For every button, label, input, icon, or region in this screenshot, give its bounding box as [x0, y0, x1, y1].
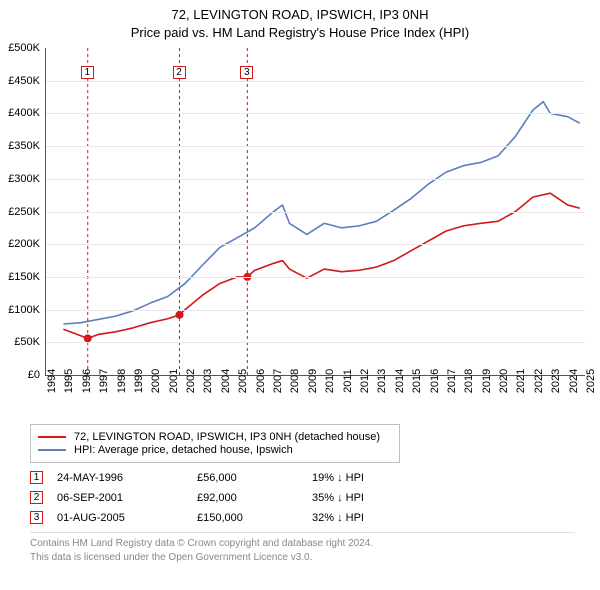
event-dot: [176, 311, 184, 319]
event-list: 124-MAY-1996£56,00019% ↓ HPI 206-SEP-2001…: [30, 471, 575, 524]
event-row-marker: 2: [30, 491, 43, 504]
x-tick-label: 2000: [150, 369, 162, 393]
x-tick-label: 1996: [81, 369, 93, 393]
legend-swatch: [38, 449, 66, 451]
event-price: £92,000: [197, 492, 312, 504]
event-row: 124-MAY-1996£56,00019% ↓ HPI: [30, 471, 575, 484]
legend-label: 72, LEVINGTON ROAD, IPSWICH, IP3 0NH (de…: [74, 431, 380, 443]
x-tick-label: 1994: [46, 369, 58, 393]
x-tick-label: 2004: [220, 369, 232, 393]
y-gridline: [46, 179, 585, 180]
y-gridline: [46, 244, 585, 245]
event-date: 06-SEP-2001: [43, 492, 197, 504]
x-tick-label: 2025: [585, 369, 597, 393]
y-gridline: [46, 212, 585, 213]
y-tick-label: £400K: [8, 107, 40, 119]
legend-item: HPI: Average price, detached house, Ipsw…: [38, 444, 392, 456]
y-tick-label: £200K: [8, 238, 40, 250]
x-tick-label: 2006: [255, 369, 267, 393]
y-tick-label: £350K: [8, 140, 40, 152]
x-tick-label: 2013: [376, 369, 388, 393]
event-marker-box: 3: [240, 66, 253, 79]
x-tick-label: 2020: [498, 369, 510, 393]
y-gridline: [46, 113, 585, 114]
event-date: 24-MAY-1996: [43, 472, 197, 484]
x-tick-label: 2016: [429, 369, 441, 393]
title-line-2: Price paid vs. HM Land Registry's House …: [0, 24, 600, 42]
y-gridline: [46, 146, 585, 147]
event-delta: 35% ↓ HPI: [312, 492, 364, 504]
y-tick-label: £0: [28, 369, 40, 381]
legend-item: 72, LEVINGTON ROAD, IPSWICH, IP3 0NH (de…: [38, 431, 392, 443]
y-tick-label: £100K: [8, 304, 40, 316]
x-tick-label: 2009: [307, 369, 319, 393]
y-tick-label: £50K: [14, 336, 40, 348]
legend-label: HPI: Average price, detached house, Ipsw…: [74, 444, 293, 456]
x-tick-label: 2023: [550, 369, 562, 393]
y-tick-label: £150K: [8, 271, 40, 283]
y-tick-label: £250K: [8, 206, 40, 218]
y-gridline: [46, 342, 585, 343]
x-tick-label: 1997: [98, 369, 110, 393]
event-row-marker: 1: [30, 471, 43, 484]
y-gridline: [46, 310, 585, 311]
x-tick-label: 2011: [342, 369, 354, 393]
event-row: 206-SEP-2001£92,00035% ↓ HPI: [30, 491, 575, 504]
event-delta: 19% ↓ HPI: [312, 472, 364, 484]
footnote: Contains HM Land Registry data © Crown c…: [30, 532, 575, 564]
x-tick-label: 2005: [237, 369, 249, 393]
event-price: £150,000: [197, 512, 312, 524]
event-row: 301-AUG-2005£150,00032% ↓ HPI: [30, 511, 575, 524]
chart-plot-area: £0£50K£100K£150K£200K£250K£300K£350K£400…: [45, 48, 585, 376]
x-tick-label: 2021: [515, 369, 527, 393]
x-tick-label: 2002: [185, 369, 197, 393]
x-tick-label: 2010: [324, 369, 336, 393]
x-tick-label: 2022: [533, 369, 545, 393]
x-tick-label: 1995: [63, 369, 75, 393]
event-date: 01-AUG-2005: [43, 512, 197, 524]
event-row-marker: 3: [30, 511, 43, 524]
legend-swatch: [38, 436, 66, 438]
event-dot: [84, 334, 92, 342]
x-tick-label: 2007: [272, 369, 284, 393]
x-tick-label: 2008: [289, 369, 301, 393]
x-tick-label: 2017: [446, 369, 458, 393]
footnote-line-1: Contains HM Land Registry data © Crown c…: [30, 537, 575, 551]
event-marker-box: 2: [173, 66, 186, 79]
event-marker-box: 1: [81, 66, 94, 79]
x-tick-label: 1999: [133, 369, 145, 393]
chart-title: 72, LEVINGTON ROAD, IPSWICH, IP3 0NH Pri…: [0, 0, 600, 41]
x-tick-label: 2014: [394, 369, 406, 393]
title-line-1: 72, LEVINGTON ROAD, IPSWICH, IP3 0NH: [0, 6, 600, 24]
y-tick-label: £300K: [8, 173, 40, 185]
x-tick-label: 2018: [463, 369, 475, 393]
legend-box: 72, LEVINGTON ROAD, IPSWICH, IP3 0NH (de…: [30, 424, 400, 463]
x-tick-label: 2003: [202, 369, 214, 393]
x-tick-label: 2001: [168, 369, 180, 393]
y-tick-label: £500K: [8, 42, 40, 54]
legend-and-events: 72, LEVINGTON ROAD, IPSWICH, IP3 0NH (de…: [30, 424, 575, 564]
y-gridline: [46, 277, 585, 278]
series-line-hpi: [63, 102, 579, 324]
footnote-line-2: This data is licensed under the Open Gov…: [30, 551, 575, 565]
x-tick-label: 2012: [359, 369, 371, 393]
event-delta: 32% ↓ HPI: [312, 512, 364, 524]
series-line-property_price: [63, 193, 579, 338]
y-gridline: [46, 81, 585, 82]
x-tick-label: 1998: [116, 369, 128, 393]
x-tick-label: 2019: [481, 369, 493, 393]
x-tick-label: 2024: [568, 369, 580, 393]
x-tick-label: 2015: [411, 369, 423, 393]
y-tick-label: £450K: [8, 75, 40, 87]
event-price: £56,000: [197, 472, 312, 484]
